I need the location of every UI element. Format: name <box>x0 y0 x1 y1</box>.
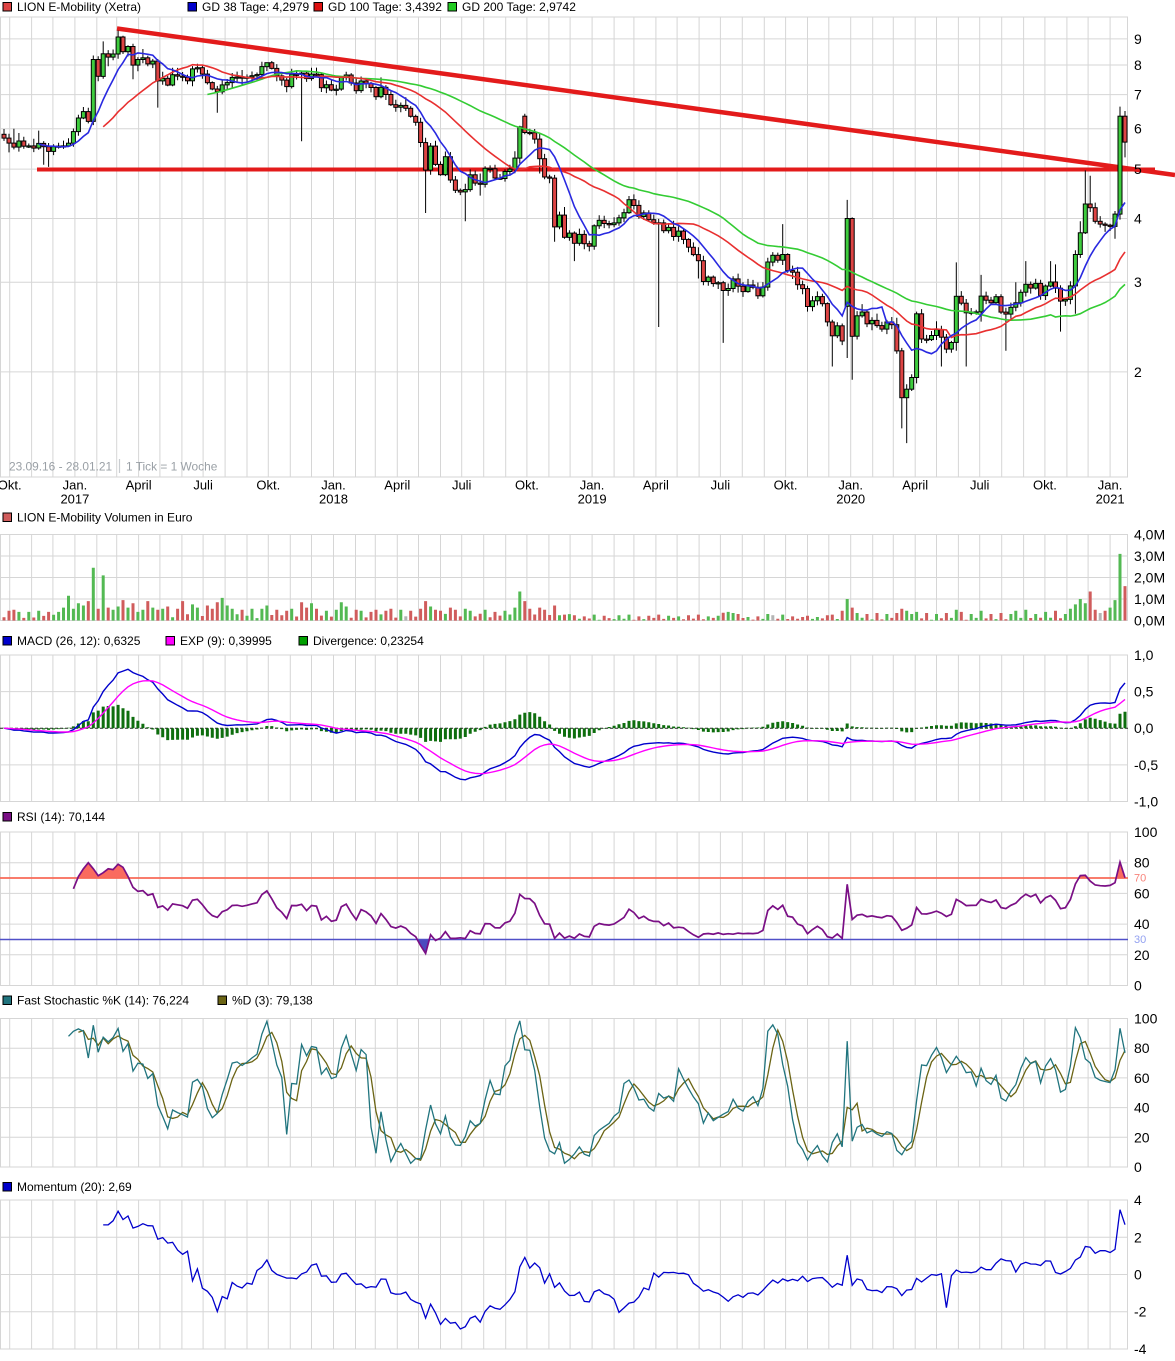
svg-text:April: April <box>126 478 152 493</box>
svg-text:Okt.: Okt. <box>774 478 798 493</box>
svg-text:1,0: 1,0 <box>1134 647 1154 663</box>
svg-text:2020: 2020 <box>836 492 865 507</box>
svg-text:2018: 2018 <box>319 492 348 507</box>
svg-text:Okt.: Okt. <box>1033 478 1057 493</box>
svg-text:Divergence: 0,23254: Divergence: 0,23254 <box>313 634 424 648</box>
svg-text:70: 70 <box>1134 873 1146 885</box>
svg-text:20: 20 <box>1134 947 1150 963</box>
svg-text:2: 2 <box>1134 364 1142 380</box>
svg-text:80: 80 <box>1134 855 1150 871</box>
svg-text:EXP (9): 0,39995: EXP (9): 0,39995 <box>180 634 272 648</box>
svg-text:2017: 2017 <box>60 492 89 507</box>
svg-text:1,0M: 1,0M <box>1134 591 1165 607</box>
svg-text:Okt.: Okt. <box>515 478 539 493</box>
svg-text:2,0M: 2,0M <box>1134 570 1165 586</box>
svg-text:GD 200 Tage: 2,9742: GD 200 Tage: 2,9742 <box>462 0 576 14</box>
svg-text:Juli: Juli <box>452 478 472 493</box>
svg-text:Juli: Juli <box>711 478 731 493</box>
svg-text:Jan.: Jan. <box>838 478 863 493</box>
svg-text:40: 40 <box>1134 916 1150 932</box>
svg-text:7: 7 <box>1134 87 1142 103</box>
svg-text:LION E-Mobility Volumen in Eur: LION E-Mobility Volumen in Euro <box>17 511 193 525</box>
svg-text:4: 4 <box>1134 1192 1142 1208</box>
svg-text:Jan.: Jan. <box>321 478 346 493</box>
svg-text:RSI (14): 70,144: RSI (14): 70,144 <box>17 810 105 824</box>
svg-text:40: 40 <box>1134 1100 1150 1116</box>
svg-text:Okt.: Okt. <box>256 478 280 493</box>
svg-text:5: 5 <box>1134 161 1142 177</box>
svg-text:2: 2 <box>1134 1229 1142 1245</box>
svg-text:Momentum (20): 2,69: Momentum (20): 2,69 <box>17 1180 132 1194</box>
svg-text:4: 4 <box>1134 211 1142 227</box>
svg-text:100: 100 <box>1134 1011 1158 1027</box>
svg-text:-1,0: -1,0 <box>1134 794 1158 810</box>
svg-text:3,0M: 3,0M <box>1134 548 1165 564</box>
svg-text:-2: -2 <box>1134 1304 1147 1320</box>
svg-text:LION E-Mobility (Xetra): LION E-Mobility (Xetra) <box>17 0 141 14</box>
svg-text:April: April <box>384 478 410 493</box>
svg-text:Fast Stochastic %K (14): 76,22: Fast Stochastic %K (14): 76,224 <box>17 994 189 1008</box>
svg-text:2019: 2019 <box>578 492 607 507</box>
svg-text:100: 100 <box>1134 824 1158 840</box>
svg-text:60: 60 <box>1134 1070 1150 1086</box>
svg-text:Okt.: Okt. <box>0 478 22 493</box>
svg-text:1 Tick = 1 Woche: 1 Tick = 1 Woche <box>126 460 218 474</box>
svg-text:0,0: 0,0 <box>1134 720 1154 736</box>
svg-text:60: 60 <box>1134 885 1150 901</box>
svg-text:April: April <box>643 478 669 493</box>
svg-text:0: 0 <box>1134 1267 1142 1283</box>
svg-text:0,0M: 0,0M <box>1134 613 1165 629</box>
svg-text:GD 38 Tage: 4,2979: GD 38 Tage: 4,2979 <box>202 0 310 14</box>
svg-text:GD 100 Tage: 3,4392: GD 100 Tage: 3,4392 <box>328 0 442 14</box>
svg-text:8: 8 <box>1134 57 1142 73</box>
svg-text:0: 0 <box>1134 978 1142 994</box>
svg-text:Jan.: Jan. <box>580 478 605 493</box>
svg-text:Juli: Juli <box>193 478 213 493</box>
svg-text:Jan.: Jan. <box>63 478 88 493</box>
svg-text:3: 3 <box>1134 274 1142 290</box>
svg-text:0: 0 <box>1134 1159 1142 1175</box>
svg-text:4,0M: 4,0M <box>1134 527 1165 543</box>
svg-text:23.09.16 - 28.01.21: 23.09.16 - 28.01.21 <box>9 460 113 474</box>
svg-text:2021: 2021 <box>1096 492 1125 507</box>
svg-text:MACD (26, 12): 0,6325: MACD (26, 12): 0,6325 <box>17 634 141 648</box>
svg-text:6: 6 <box>1134 121 1142 137</box>
svg-text:%D (3): 79,138: %D (3): 79,138 <box>232 994 313 1008</box>
svg-text:Juli: Juli <box>970 478 990 493</box>
svg-text:April: April <box>902 478 928 493</box>
svg-text:9: 9 <box>1134 31 1142 47</box>
svg-text:30: 30 <box>1134 934 1146 946</box>
svg-text:-4: -4 <box>1134 1341 1147 1357</box>
svg-text:Jan.: Jan. <box>1098 478 1123 493</box>
svg-text:20: 20 <box>1134 1129 1150 1145</box>
svg-text:0,5: 0,5 <box>1134 684 1154 700</box>
svg-text:80: 80 <box>1134 1040 1150 1056</box>
svg-text:-0,5: -0,5 <box>1134 757 1158 773</box>
